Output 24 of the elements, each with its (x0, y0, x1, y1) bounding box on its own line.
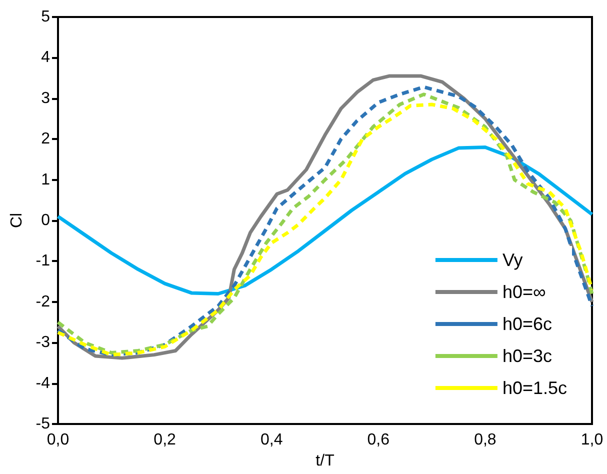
legend-label: h0=3c (502, 346, 552, 366)
y-tick-label: -4 (36, 374, 50, 392)
y-tick-label: 4 (41, 49, 50, 66)
legend-label: Vy (502, 250, 523, 270)
x-tick-label: 1,0 (580, 432, 604, 448)
y-tick-label: 0 (41, 212, 50, 229)
y-tick-label: -3 (36, 334, 50, 352)
legend-label: h0=6c (502, 314, 552, 334)
x-tick-label: 0,6 (367, 432, 390, 448)
y-tick-label: 5 (41, 8, 50, 26)
y-axis-title: Cl (8, 212, 26, 228)
x-tick-label: 0,4 (260, 432, 283, 448)
x-tick-label: 0,0 (46, 432, 70, 448)
y-tick-label: -5 (36, 416, 50, 432)
x-tick-label: 0,2 (154, 432, 176, 448)
x-tick-label: 0,8 (474, 432, 496, 448)
legend-label: h0=1.5c (502, 378, 568, 398)
y-tick-label: 1 (41, 171, 50, 188)
x-axis-title: t/T (316, 452, 335, 470)
y-tick-label: 3 (41, 90, 50, 107)
y-tick-label: -1 (36, 252, 50, 270)
y-tick-label: 2 (41, 130, 50, 148)
legend-label: h0=∞ (502, 282, 546, 302)
y-tick-label: -2 (36, 293, 50, 310)
